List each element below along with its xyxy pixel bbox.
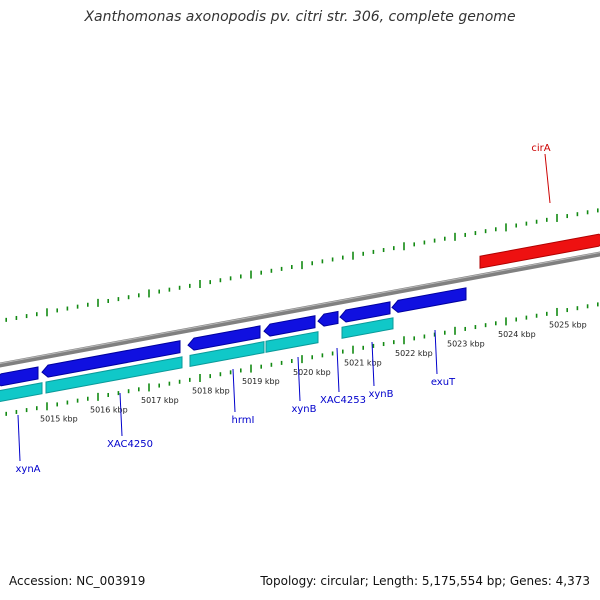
cds-bar <box>189 341 265 367</box>
scale-label-5018: 5018 kbp <box>192 386 230 395</box>
cds-bar <box>45 356 183 394</box>
gene-label-cirA: cirA <box>531 143 550 154</box>
gene-label-hrmI: hrmI <box>232 415 255 426</box>
scale-label-5024: 5024 kbp <box>498 330 536 339</box>
gene-label-XAC4250: XAC4250 <box>107 439 153 450</box>
gene-arrow <box>263 315 316 337</box>
gene-label-xynB: xynB <box>291 404 316 415</box>
scale-label-5016: 5016 kbp <box>90 405 128 414</box>
gene-arrow <box>41 340 181 378</box>
map-title: Xanthomonas axonopodis pv. citri str. 30… <box>84 9 516 25</box>
scale-label-5022: 5022 kbp <box>395 349 433 358</box>
scale-label-5023: 5023 kbp <box>447 339 485 348</box>
cds-bar <box>0 382 43 403</box>
genome-summary-text: Topology: circular; Length: 5,175,554 bp… <box>260 574 590 588</box>
gene-arrow <box>187 325 261 351</box>
gene-label-xynB: xynB <box>368 389 393 400</box>
gene-arrow-cirA <box>479 233 600 269</box>
cds-bar <box>265 331 319 353</box>
gene-arrow <box>339 301 391 323</box>
gene-leader-line <box>119 392 123 437</box>
cds-bar <box>341 317 394 339</box>
gene-leader-line <box>17 414 21 462</box>
scale-label-5019: 5019 kbp <box>242 377 280 386</box>
gene-arrow <box>0 366 39 387</box>
scale-label-5015: 5015 kbp <box>40 415 78 424</box>
gene-label-XAC4253: XAC4253 <box>320 395 366 406</box>
backbone-line <box>0 251 600 368</box>
gene-leader-line <box>371 341 375 387</box>
gene-arrow <box>391 287 467 313</box>
accession-text: Accession: NC_003919 <box>9 574 146 588</box>
gene-leader-line <box>434 329 438 375</box>
scale-label-5021: 5021 kbp <box>344 358 382 367</box>
scale-label-5025: 5025 kbp <box>549 320 587 329</box>
gene-leader-line <box>297 356 301 402</box>
gene-leader-line-cirA <box>544 153 551 204</box>
gene-leader-line <box>232 368 236 413</box>
scale-label-5017: 5017 kbp <box>141 396 179 405</box>
gene-label-xynA: xynA <box>15 464 40 475</box>
backbone-highlight <box>0 251 600 365</box>
gene-arrow <box>317 310 339 327</box>
gene-leader-line <box>336 347 340 393</box>
scale-label-5020: 5020 kbp <box>293 368 331 377</box>
gene-label-exuT: exuT <box>431 377 456 388</box>
